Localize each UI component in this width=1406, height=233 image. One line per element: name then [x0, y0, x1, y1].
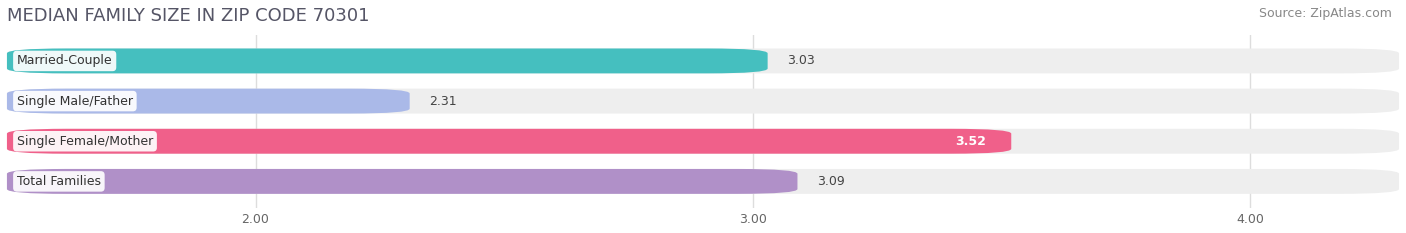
Text: 3.09: 3.09: [817, 175, 845, 188]
Text: Total Families: Total Families: [17, 175, 101, 188]
Text: 3.03: 3.03: [787, 55, 815, 67]
Text: MEDIAN FAMILY SIZE IN ZIP CODE 70301: MEDIAN FAMILY SIZE IN ZIP CODE 70301: [7, 7, 370, 25]
FancyBboxPatch shape: [7, 169, 797, 194]
FancyBboxPatch shape: [7, 48, 768, 73]
Text: 2.31: 2.31: [430, 95, 457, 108]
FancyBboxPatch shape: [7, 89, 1399, 113]
Text: Source: ZipAtlas.com: Source: ZipAtlas.com: [1258, 7, 1392, 20]
Text: 3.52: 3.52: [956, 135, 987, 148]
Text: Single Female/Mother: Single Female/Mother: [17, 135, 153, 148]
Text: Married-Couple: Married-Couple: [17, 55, 112, 67]
FancyBboxPatch shape: [7, 129, 1011, 154]
FancyBboxPatch shape: [7, 169, 1399, 194]
FancyBboxPatch shape: [7, 129, 1399, 154]
FancyBboxPatch shape: [7, 89, 409, 113]
Text: Single Male/Father: Single Male/Father: [17, 95, 134, 108]
FancyBboxPatch shape: [7, 48, 1399, 73]
